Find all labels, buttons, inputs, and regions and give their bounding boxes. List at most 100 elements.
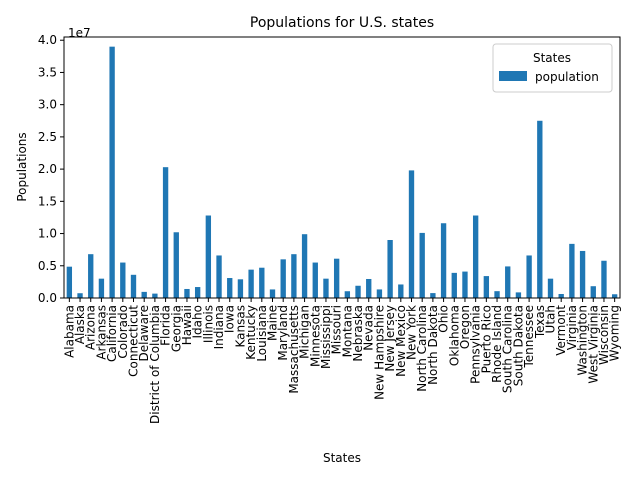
x-tick-label: Alabama (62, 305, 76, 358)
y-tick-label: 2.0 (38, 162, 57, 176)
bar-missouri (333, 258, 340, 298)
x-axis-ticks: AlabamaAlaskaArizonaArkansasCaliforniaCo… (62, 298, 622, 424)
y-tick-label: 0.0 (38, 291, 57, 305)
bar-illinois (205, 215, 212, 298)
bar-maine (269, 289, 276, 298)
bar-kentucky (248, 269, 254, 298)
x-tick-label: New Hampshire (372, 305, 386, 400)
bar-delaware (141, 291, 147, 298)
bar-alaska (77, 293, 83, 298)
bar-mississippi (323, 278, 329, 298)
bar-ohio (440, 223, 447, 298)
bar-michigan (301, 234, 308, 298)
bar-arizona (88, 254, 94, 298)
bar-new-hampshire (376, 289, 383, 298)
x-tick-label: Pennsylvania (469, 305, 483, 384)
legend-swatch-population (499, 71, 527, 81)
bar-oklahoma (451, 272, 457, 298)
bar-california (109, 46, 115, 298)
x-tick-label: South Carolina (501, 305, 515, 393)
x-tick-label: Georgia (169, 305, 183, 352)
legend-entry-population: population (535, 70, 599, 84)
y-axis-ticks: 0.0 0.5 1.0 1.5 2.0 2.5 3.0 3.5 4.0 (38, 33, 64, 305)
x-tick-label: Delaware (137, 305, 151, 362)
bar-maryland (280, 259, 286, 298)
x-tick-label: New Jersey (383, 305, 397, 372)
x-tick-label: Massachusetts (287, 305, 301, 394)
bar-massachusetts (291, 254, 297, 298)
bar-oregon (462, 271, 468, 298)
x-tick-label: Iowa (223, 305, 237, 333)
bar-louisiana (259, 267, 265, 298)
bar-hawaii (184, 288, 190, 298)
x-tick-label: Ohio (437, 305, 451, 333)
chart-title: Populations for U.S. states (250, 15, 434, 31)
bar-wisconsin (601, 260, 607, 298)
bar-tennessee (526, 255, 532, 298)
x-tick-label: Hawaii (180, 305, 194, 345)
x-tick-label: Nebraska (351, 305, 365, 362)
x-tick-label: Utah (544, 305, 558, 333)
bar-colorado (120, 262, 126, 298)
x-tick-label: Vermont (554, 305, 568, 356)
bar-rhode-island (494, 291, 500, 298)
bar-indiana (216, 255, 222, 298)
y-tick-label: 3.0 (38, 98, 57, 112)
bars (66, 46, 618, 299)
x-tick-label: New York (405, 305, 419, 360)
x-tick-label: Washington (576, 305, 590, 376)
x-tick-label: South Dakota (511, 305, 525, 386)
bar-south-dakota (515, 292, 522, 298)
x-tick-label: Wisconsin (597, 305, 611, 365)
x-tick-label: North Carolina (415, 305, 429, 392)
bar-vermont (558, 294, 564, 298)
bar-nebraska (355, 285, 361, 298)
bar-new-mexico (398, 284, 404, 298)
x-tick-label: Mississippi (319, 305, 333, 369)
x-tick-label: Oklahoma (447, 305, 461, 366)
bar-washington (579, 250, 586, 298)
y-tick-label: 4.0 (38, 33, 57, 47)
x-tick-label: Tennessee (522, 305, 536, 369)
bar-alabama (66, 266, 73, 298)
x-tick-label: District of Columbia (148, 305, 162, 424)
y-tick-label: 3.5 (38, 65, 57, 79)
x-tick-label: Arkansas (94, 305, 108, 360)
x-tick-label: Oregon (458, 305, 472, 349)
x-tick-label: Louisiana (255, 305, 269, 362)
bar-georgia (173, 232, 179, 298)
x-tick-label: West Virginia (586, 305, 600, 384)
x-tick-label: Puerto Rico (479, 305, 493, 373)
x-tick-label: Kansas (233, 305, 247, 347)
bar-puerto-rico (483, 276, 490, 298)
x-tick-label: California (105, 305, 119, 362)
axes-frame (63, 36, 621, 299)
bar-west-virginia (590, 286, 596, 298)
legend: States population (492, 43, 613, 93)
y-tick-label: 0.5 (38, 259, 57, 273)
bar-new-york (408, 170, 415, 298)
y-axis-label: Populations (15, 132, 29, 201)
x-tick-label: Alaska (73, 305, 87, 344)
bar-florida (162, 167, 169, 298)
x-tick-label: Maryland (276, 305, 290, 361)
bar-texas (537, 120, 543, 299)
bar-north-dakota (430, 293, 436, 298)
x-tick-label: Colorado (116, 305, 130, 359)
bar-utah (547, 278, 554, 298)
y-tick-label: 2.5 (38, 130, 57, 144)
bar-idaho (194, 287, 201, 298)
bar-virginia (569, 243, 575, 298)
bar-pennsylvania (472, 215, 479, 298)
x-tick-label: Kentucky (244, 305, 258, 360)
bar-connecticut (130, 274, 137, 298)
y-tick-label: 1.0 (38, 227, 57, 241)
x-tick-label: Rhode Island (490, 305, 504, 383)
bar-nevada (366, 278, 372, 298)
x-tick-label: Arizona (84, 305, 98, 350)
bar-new-jersey (387, 240, 393, 298)
y-offset-label: 1e7 (68, 26, 91, 40)
bar-montana (344, 291, 351, 298)
y-tick-label: 1.5 (38, 194, 57, 208)
